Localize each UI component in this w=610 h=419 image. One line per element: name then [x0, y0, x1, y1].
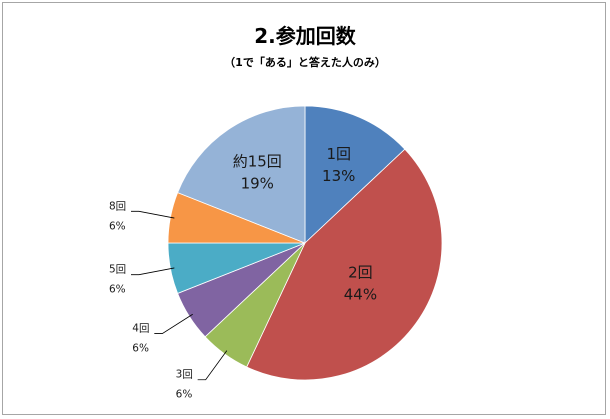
slice-percent-label-6: 6% [109, 220, 126, 232]
slice-name-label-3: 3回 [176, 369, 193, 381]
chart-subtitle: （1で「ある」と答えた人のみ） [224, 56, 386, 69]
leader-line-6 [130, 210, 175, 219]
slice-2 [246, 148, 443, 381]
slice-name-label-5: 5回 [109, 264, 126, 276]
leader-line-5 [130, 267, 175, 276]
slice-name-label-6: 8回 [109, 200, 126, 212]
slice-percent-label-2: 44% [344, 285, 377, 303]
slice-7 [177, 105, 306, 244]
slice-percent-label-3: 6% [176, 389, 193, 401]
slice-1 [304, 105, 406, 244]
slice-percent-label-4: 6% [132, 343, 149, 355]
slice-percent-label-5: 6% [109, 284, 126, 296]
leader-line-3 [197, 350, 228, 381]
slice-percent-label-7: 19% [241, 175, 274, 193]
slice-name-label-2: 2回 [348, 263, 373, 281]
slice-percent-label-1: 13% [322, 167, 355, 185]
chart-title: 2.参加回数 [254, 24, 356, 48]
slice-name-label-7: 約15回 [233, 153, 282, 171]
slice-name-label-1: 1回 [326, 145, 351, 163]
slice-name-label-4: 4回 [132, 323, 149, 335]
leader-line-4 [154, 313, 193, 334]
